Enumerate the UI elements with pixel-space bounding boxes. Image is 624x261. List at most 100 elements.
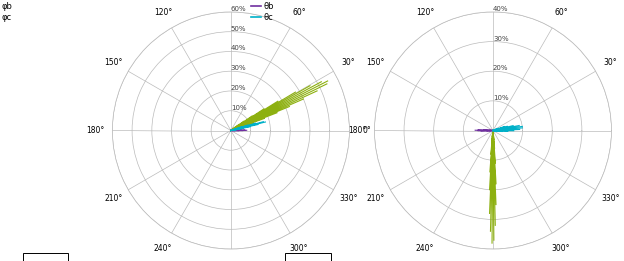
- φc: [227, 129, 235, 132]
- θc: [500, 125, 508, 128]
- θa: [492, 182, 500, 185]
- θc: [519, 125, 526, 128]
- φb: [227, 129, 235, 132]
- φb: [235, 129, 243, 132]
- φb: [231, 128, 238, 132]
- φa: [227, 129, 235, 132]
- θb: [484, 129, 491, 133]
- φa: [227, 129, 235, 132]
- θc: [489, 129, 497, 132]
- θa: [489, 129, 497, 132]
- Line: φb: φb: [231, 130, 246, 131]
- φc: [244, 123, 251, 127]
- θc: [492, 129, 500, 133]
- θc: [516, 128, 524, 131]
- θc: [489, 129, 497, 132]
- θa: [489, 129, 497, 132]
- θc: [504, 125, 511, 128]
- Legend: φa, φb, φc: φa, φb, φc: [0, 0, 16, 26]
- θc: [489, 129, 497, 132]
- θc: [492, 128, 499, 131]
- θa: [489, 129, 497, 132]
- Line: θa: θa: [490, 130, 496, 243]
- φc: [261, 120, 269, 123]
- θb: [489, 129, 497, 132]
- φc: [227, 129, 235, 132]
- θb: [489, 129, 497, 132]
- φb: [227, 129, 235, 132]
- θb: [480, 128, 488, 131]
- φb: [227, 129, 235, 132]
- θc: [495, 127, 502, 130]
- φc: [239, 127, 246, 130]
- φb: [227, 129, 235, 132]
- φc: [227, 129, 235, 132]
- θb: [486, 129, 494, 132]
- φc: [233, 128, 240, 131]
- φb: [229, 129, 236, 132]
- φb: [231, 129, 238, 132]
- φc: [227, 129, 235, 132]
- θc: [489, 129, 497, 132]
- φc: [227, 129, 235, 132]
- Line: φa: φa: [231, 81, 328, 130]
- θa: [489, 129, 497, 132]
- φb: [243, 129, 250, 132]
- φc: [227, 129, 235, 132]
- θc: [504, 130, 512, 133]
- φc: [227, 129, 235, 132]
- θc: [489, 129, 497, 132]
- θb: [489, 129, 497, 132]
- φb: [227, 129, 235, 132]
- φc: [233, 127, 240, 130]
- φa: [273, 111, 281, 114]
- φb: [237, 128, 245, 132]
- θc: [519, 126, 526, 129]
- φb: [239, 129, 246, 132]
- θb: [486, 129, 494, 132]
- θb: [489, 129, 497, 132]
- φc: [254, 123, 261, 126]
- φc: [238, 125, 246, 128]
- θc: [489, 129, 497, 132]
- Line: θc: θc: [493, 126, 522, 132]
- φb: [227, 129, 235, 132]
- φc: [251, 122, 259, 125]
- θc: [489, 129, 497, 132]
- Line: θb: θb: [475, 130, 493, 131]
- θc: [489, 129, 497, 132]
- θc: [495, 130, 502, 133]
- φc: [227, 129, 235, 132]
- θc: [489, 129, 497, 132]
- φa: [227, 129, 235, 132]
- Legend: θa, θb, θc: θa, θb, θc: [248, 0, 278, 26]
- φb: [227, 129, 235, 132]
- θc: [489, 129, 497, 132]
- θb: [472, 129, 479, 132]
- θc: [489, 129, 497, 132]
- θb: [474, 129, 482, 132]
- φc: [260, 120, 267, 123]
- φc: [246, 125, 254, 128]
- θc: [515, 124, 523, 127]
- φb: [227, 129, 235, 132]
- θc: [510, 129, 517, 132]
- φc: [229, 129, 236, 132]
- φc: [229, 128, 236, 131]
- φc: [227, 129, 235, 132]
- θb: [477, 129, 485, 133]
- φb: [235, 128, 243, 131]
- θb: [489, 129, 497, 132]
- φb: [227, 129, 235, 132]
- θa: [487, 152, 495, 156]
- φb: [229, 129, 236, 132]
- θc: [509, 124, 517, 127]
- θb: [489, 129, 497, 132]
- φb: [241, 128, 248, 132]
- φc: [227, 129, 235, 132]
- θc: [489, 129, 497, 132]
- φc: [227, 129, 235, 132]
- θc: [489, 129, 497, 132]
- Line: φc: φc: [231, 122, 265, 130]
- θc: [498, 130, 505, 133]
